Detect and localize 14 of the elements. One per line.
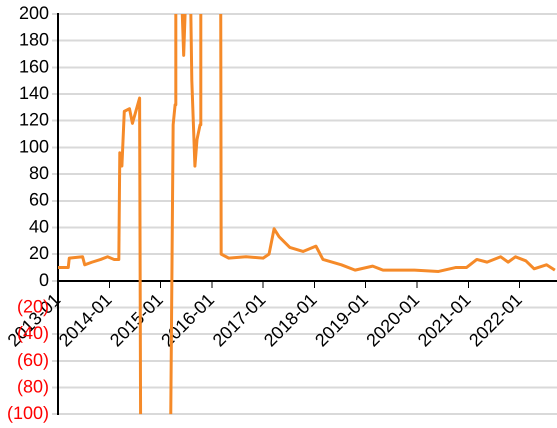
y-tick-label: 100 <box>18 136 50 156</box>
y-tick-label: 20 <box>28 243 50 264</box>
y-tick-label: 180 <box>18 30 50 50</box>
y-tick-label: 60 <box>28 190 50 210</box>
y-tick-label: (80) <box>17 376 50 396</box>
y-tick-label: (60) <box>17 350 50 370</box>
y-tick-label: 160 <box>18 56 50 76</box>
y-tick-label: 0 <box>39 270 50 290</box>
y-tick-label: 80 <box>28 163 50 184</box>
y-tick-label: 140 <box>18 83 50 104</box>
y-tick-label: 120 <box>18 110 50 130</box>
y-tick-label: (100) <box>6 403 50 424</box>
y-tick-label: 200 <box>18 2 50 23</box>
y-tick-label: 40 <box>28 216 50 236</box>
